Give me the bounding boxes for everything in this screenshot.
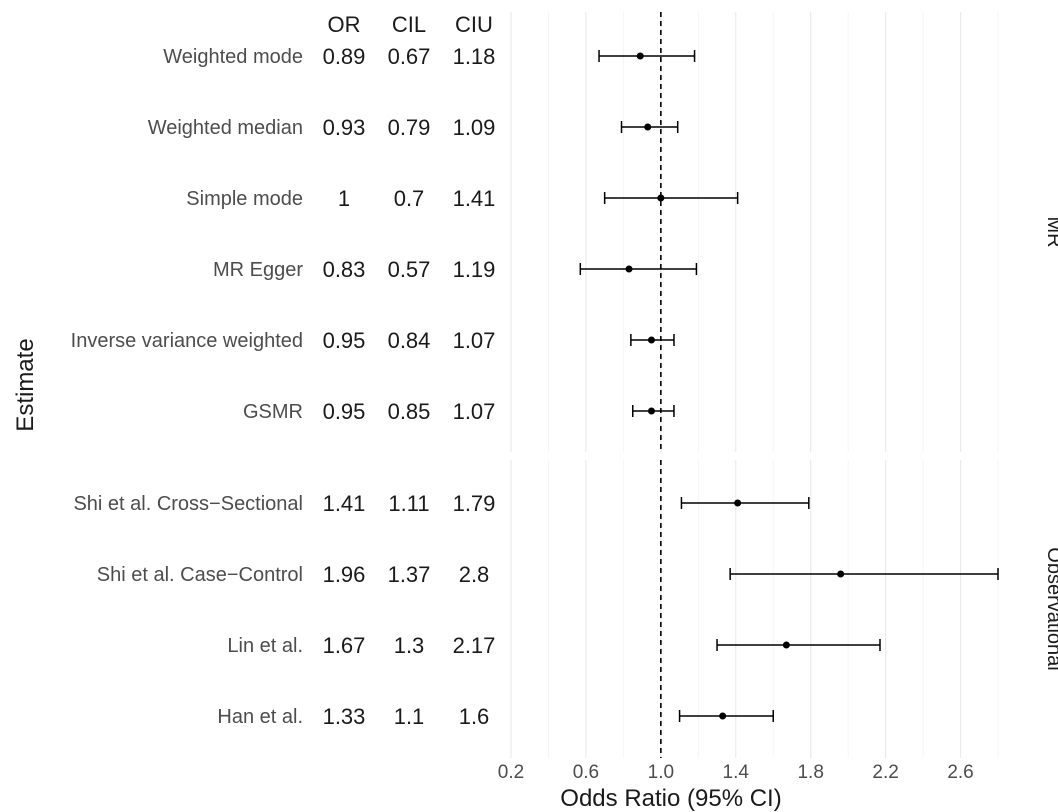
y-axis-title: Estimate	[12, 338, 39, 431]
column-headers: OR CIL CIU	[328, 12, 493, 37]
row-label: Lin et al.	[227, 635, 303, 657]
cil-value: 1.3	[394, 633, 425, 658]
or-value: 1.96	[323, 562, 366, 587]
cil-value: 0.7	[394, 186, 425, 211]
ciu-value: 1.19	[453, 257, 496, 282]
point-estimate	[782, 641, 790, 649]
x-tick-label: 1.8	[797, 762, 823, 783]
or-value: 0.83	[323, 257, 366, 282]
or-value: 1	[338, 186, 350, 211]
facet-label: MR	[1043, 216, 1058, 247]
x-tick-label: 1.0	[648, 762, 674, 783]
ciu-value: 1.07	[453, 328, 496, 353]
ciu-value: 1.18	[453, 44, 496, 69]
point-estimate	[719, 712, 727, 720]
ciu-value: 1.41	[453, 186, 496, 211]
point-estimate	[837, 570, 845, 578]
ciu-value: 1.07	[453, 399, 496, 424]
column-header: OR	[328, 12, 361, 37]
cil-value: 1.1	[394, 704, 425, 729]
cil-value: 1.37	[388, 562, 431, 587]
row-label: Weighted median	[148, 117, 303, 139]
x-tick-label: 2.6	[947, 762, 973, 783]
x-axis-title: Odds Ratio (95% CI)	[560, 785, 781, 812]
row-label: GSMR	[243, 401, 303, 423]
ciu-value: 1.6	[459, 704, 490, 729]
row-label: Shi et al. Cross−Sectional	[73, 493, 303, 515]
ciu-value: 1.09	[453, 115, 496, 140]
x-axis-ticks: 0.2 0.6 1.0 1.4 1.8 2.2 2.6	[498, 762, 974, 783]
row-label: Simple mode	[186, 188, 303, 210]
ciu-value: 2.17	[453, 633, 496, 658]
cil-value: 0.57	[388, 257, 431, 282]
cil-value: 0.84	[388, 328, 431, 353]
point-estimate	[647, 407, 655, 415]
x-tick-label: 2.2	[872, 762, 898, 783]
or-value: 0.95	[323, 399, 366, 424]
x-tick-label: 0.2	[498, 762, 524, 783]
or-value: 1.67	[323, 633, 366, 658]
point-estimate	[734, 499, 742, 507]
facet-strips: MR Observational	[1043, 216, 1058, 670]
or-value: 1.33	[323, 704, 366, 729]
cil-value: 0.67	[388, 44, 431, 69]
or-value: 0.93	[323, 115, 366, 140]
or-value: 1.41	[323, 491, 366, 516]
cil-value: 1.11	[388, 491, 429, 516]
point-estimate	[644, 123, 652, 131]
cil-value: 0.85	[388, 399, 431, 424]
column-header: CIL	[392, 12, 426, 37]
column-header: CIU	[455, 12, 493, 37]
ciu-value: 2.8	[459, 562, 490, 587]
or-value: 0.95	[323, 328, 366, 353]
point-estimate	[647, 336, 655, 344]
row-label: Weighted mode	[163, 46, 303, 68]
point-estimate	[636, 52, 644, 60]
ciu-value: 1.79	[453, 491, 496, 516]
x-tick-label: 1.4	[723, 762, 750, 783]
error-bars	[579, 50, 999, 722]
grid-lines	[510, 12, 999, 758]
row-label: Han et al.	[217, 706, 303, 728]
row-labels: Weighted mode 0.89 0.67 1.18 Weighted median…	[71, 44, 496, 729]
row-label: Shi et al. Case−Control	[97, 564, 303, 586]
x-tick-label: 0.6	[573, 762, 599, 783]
or-value: 0.89	[323, 44, 366, 69]
cil-value: 0.79	[388, 115, 431, 140]
point-estimate	[625, 265, 633, 273]
point-estimate	[657, 194, 665, 202]
facet-label: Observational	[1043, 547, 1058, 670]
row-label: Inverse variance weighted	[71, 330, 303, 352]
row-label: MR Egger	[213, 259, 303, 281]
